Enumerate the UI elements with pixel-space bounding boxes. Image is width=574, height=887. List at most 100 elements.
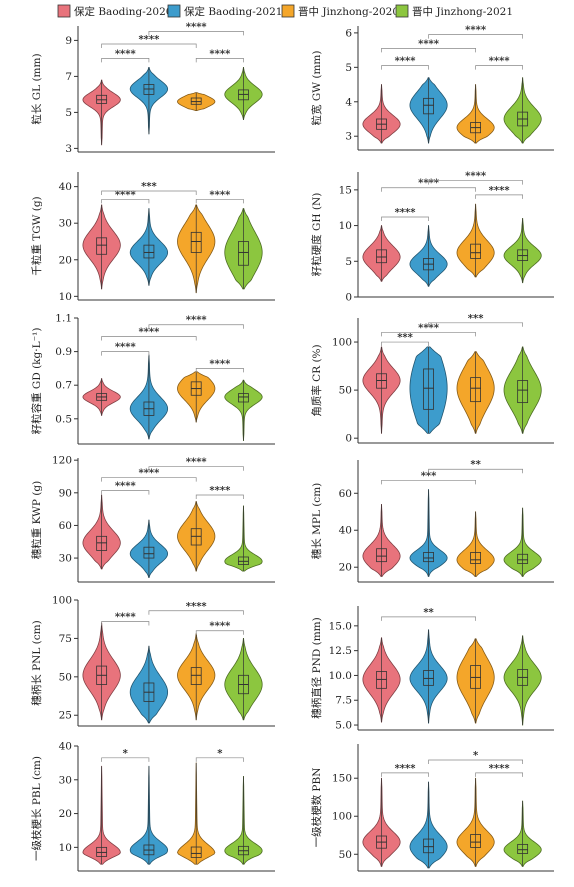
- y-tick-label: 100: [52, 595, 72, 607]
- legend-label: 保定 Baoding-2021: [184, 5, 282, 18]
- y-tick-label: 3: [345, 131, 352, 143]
- legend-label: 晋中 Jinzhong-2020: [298, 5, 399, 18]
- violin-box: [238, 556, 249, 565]
- significance-bracket: [148, 466, 244, 471]
- violin-group: [129, 67, 169, 135]
- y-axis-label: 粒宽 GW (mm): [310, 51, 323, 126]
- significance-bracket: [195, 494, 244, 499]
- y-tick-label: 100: [332, 337, 352, 349]
- y-tick-label: 0: [345, 292, 352, 304]
- y-axis-label: 千粒重 TGW (g): [30, 196, 43, 275]
- significance-label: ****: [418, 39, 440, 50]
- significance-label: ****: [489, 56, 511, 67]
- significance-bracket: [101, 621, 150, 626]
- violin-group: [177, 633, 216, 721]
- y-tick-label: 7.5: [335, 695, 352, 707]
- y-tick-label: 40: [59, 181, 72, 193]
- y-tick-label: 10: [339, 220, 352, 232]
- significance-bracket: [101, 351, 150, 356]
- violin-group: [82, 494, 121, 570]
- y-tick-label: 5: [345, 62, 352, 74]
- y-tick-label: 15.0: [329, 620, 352, 632]
- violin-group: [224, 379, 263, 442]
- y-tick-label: 6: [345, 27, 352, 39]
- significance-bracket: [428, 468, 523, 474]
- significance-bracket: [101, 199, 150, 204]
- legend-entry: 保定 Baoding-2020: [57, 4, 172, 18]
- violin-group: [362, 84, 401, 144]
- violin-box: [423, 368, 434, 410]
- significance-label: ****: [209, 359, 231, 370]
- y-tick-label: 25: [59, 710, 72, 722]
- significance-bracket: [101, 58, 150, 63]
- significance-label: ****: [209, 621, 231, 632]
- y-axis-label: 一级枝梗数 PBN: [310, 768, 323, 848]
- violin-group: [503, 507, 542, 577]
- violin-box: [517, 380, 529, 404]
- violin-group: [224, 208, 263, 290]
- legend-swatch: [167, 4, 181, 18]
- y-axis-label: 角质率 CR (%): [310, 344, 323, 416]
- y-axis-label: 粒长 GL (mm): [30, 53, 43, 124]
- violin-group: [224, 776, 263, 865]
- violin-group: [177, 762, 216, 865]
- violin-box: [470, 552, 482, 564]
- violin-group: [409, 781, 448, 869]
- violin-box: [238, 241, 249, 266]
- significance-label: ****: [489, 763, 511, 774]
- violin-group: [362, 225, 401, 282]
- y-tick-label: 40: [339, 525, 352, 537]
- legend-swatch: [57, 4, 71, 18]
- violin-group: [82, 622, 121, 721]
- violin-group: [409, 489, 448, 577]
- y-tick-label: 10: [59, 842, 72, 854]
- violin-box: [190, 667, 202, 685]
- violin-group: [456, 84, 495, 144]
- y-axis-label: 一级枝梗长 PBL (cm): [30, 756, 43, 861]
- significance-bracket: [428, 759, 523, 764]
- legend-swatch: [395, 4, 409, 18]
- significance-label: ****: [395, 208, 417, 219]
- violin-group: [503, 77, 542, 144]
- violin-group: [456, 203, 495, 278]
- significance-label: *: [123, 748, 129, 759]
- y-tick-label: 15: [339, 184, 352, 196]
- violin-group: [503, 635, 542, 726]
- y-tick-label: 120: [52, 455, 72, 467]
- violin-box: [470, 243, 482, 259]
- significance-label: ****: [418, 323, 440, 334]
- y-tick-label: 20: [339, 562, 352, 574]
- significance-bracket: [381, 65, 429, 70]
- y-tick-label: 10.0: [329, 670, 352, 682]
- y-tick-label: 20: [59, 254, 72, 266]
- violin-box: [376, 548, 387, 563]
- y-tick-label: 60: [59, 520, 72, 532]
- significance-label: *: [473, 750, 479, 761]
- y-tick-label: 0.5: [55, 413, 72, 425]
- violin-group: [129, 208, 169, 286]
- violin-box: [190, 231, 202, 253]
- y-axis-label: 籽粒容重 GD (kg·L⁻¹): [30, 328, 43, 435]
- y-tick-label: 3: [65, 143, 72, 155]
- significance-bracket: [381, 341, 429, 347]
- significance-bracket: [381, 479, 476, 485]
- violin-group: [177, 371, 216, 423]
- y-tick-label: 50: [339, 385, 352, 397]
- significance-label: ****: [465, 25, 487, 36]
- significance-label: **: [470, 460, 481, 471]
- significance-bracket: [475, 772, 523, 777]
- significance-label: ****: [209, 190, 231, 201]
- violin-box: [190, 528, 202, 546]
- significance-label: ****: [489, 185, 511, 196]
- legend-entry: 晋中 Jinzhong-2020: [281, 4, 399, 18]
- violin-group: [129, 519, 169, 579]
- significance-bracket: [101, 477, 197, 482]
